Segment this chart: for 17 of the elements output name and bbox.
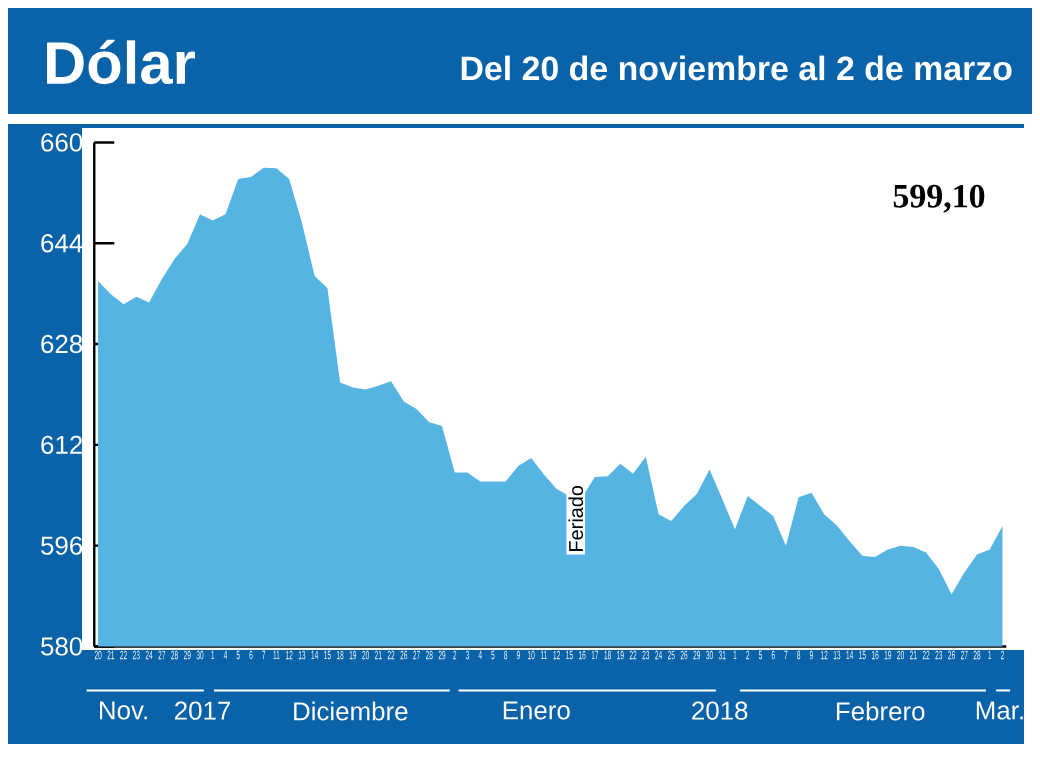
text: 2018 bbox=[692, 701, 748, 720]
chart-subtitle: Del 20 de noviembre al 2 de marzo bbox=[461, 55, 1012, 81]
text: Enero bbox=[503, 701, 570, 720]
y-tick-label: 612 bbox=[41, 435, 82, 455]
text: 2017 bbox=[175, 701, 231, 720]
annotation: 599,10 bbox=[893, 184, 985, 213]
text: Nov. bbox=[100, 701, 147, 720]
chart-title: Dólar bbox=[47, 39, 195, 85]
y-tick-label: 644 bbox=[41, 234, 83, 253]
y-tick-label: 580 bbox=[41, 637, 83, 656]
annotation: Feriado bbox=[568, 485, 584, 551]
text: Febrero bbox=[836, 701, 925, 721]
y-tick-label: 596 bbox=[41, 536, 83, 555]
y-tick-label: 628 bbox=[41, 334, 83, 354]
y-tick-label: 660 bbox=[41, 133, 83, 152]
text: Mar. bbox=[976, 701, 1023, 720]
text: Diciembre bbox=[294, 701, 408, 721]
